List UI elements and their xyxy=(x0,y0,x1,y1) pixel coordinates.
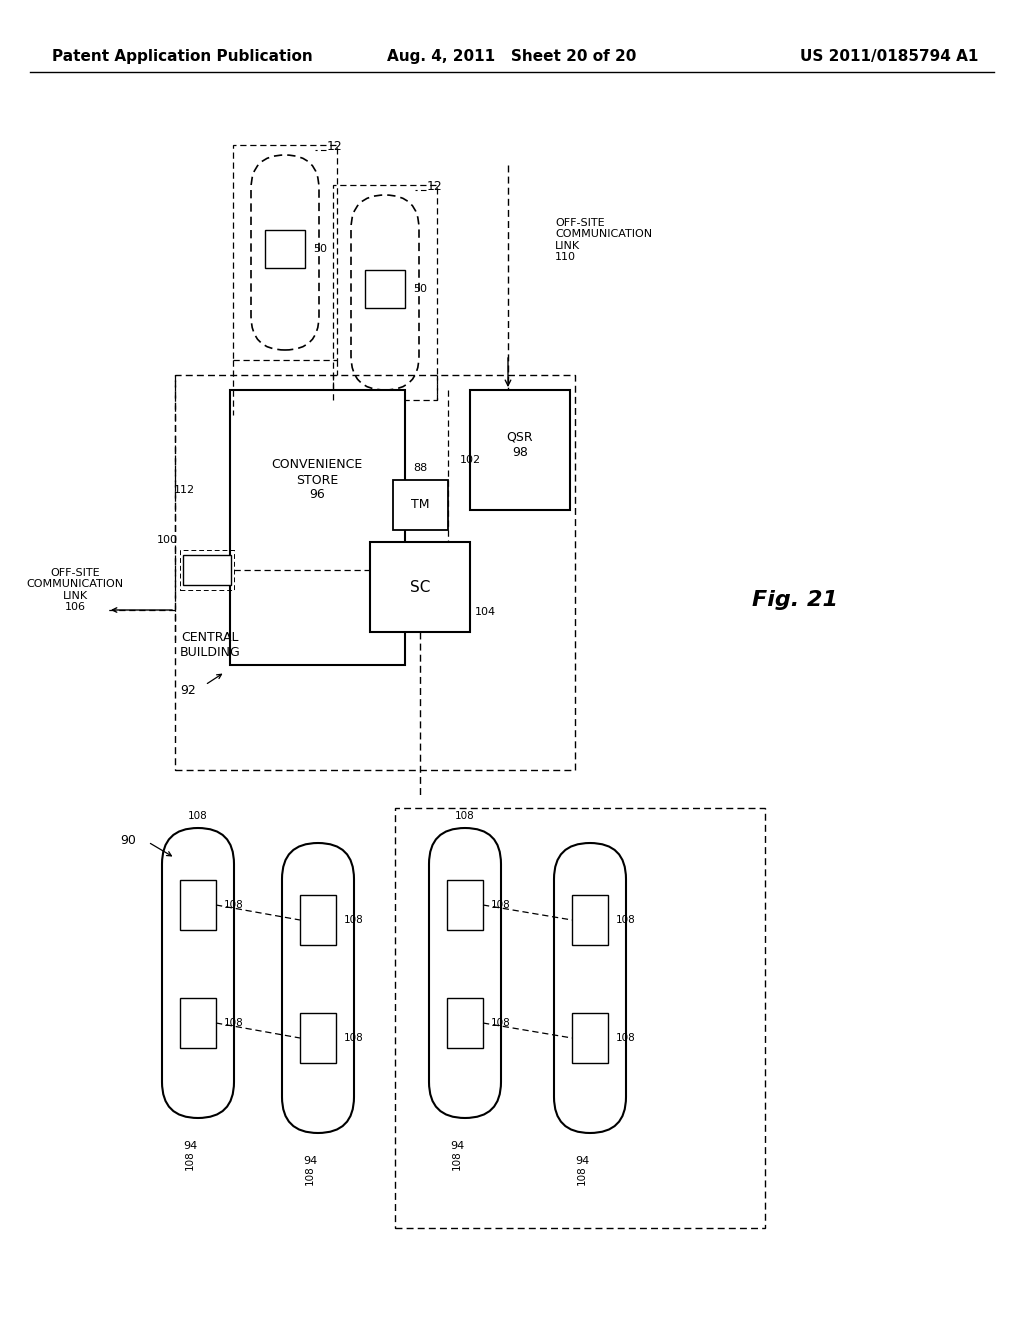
Text: CENTRAL
BUILDING: CENTRAL BUILDING xyxy=(179,631,241,659)
Bar xyxy=(572,1012,608,1063)
Text: Fig. 21: Fig. 21 xyxy=(752,590,838,610)
Text: 108: 108 xyxy=(224,1018,244,1028)
Text: OFF-SITE
COMMUNICATION
LINK
106: OFF-SITE COMMUNICATION LINK 106 xyxy=(27,568,124,612)
Bar xyxy=(395,808,765,1228)
Bar xyxy=(180,550,234,590)
Text: QSR
98: QSR 98 xyxy=(507,432,534,459)
Text: SC: SC xyxy=(410,579,430,594)
Bar xyxy=(230,389,406,665)
Text: 90: 90 xyxy=(120,833,136,846)
Text: 94: 94 xyxy=(574,1156,589,1166)
Text: Aug. 4, 2011   Sheet 20 of 20: Aug. 4, 2011 Sheet 20 of 20 xyxy=(387,49,637,65)
Bar xyxy=(233,145,337,360)
Text: 108: 108 xyxy=(616,1034,636,1043)
Bar xyxy=(300,895,336,945)
Text: 108: 108 xyxy=(344,915,364,925)
Text: 108: 108 xyxy=(455,810,475,821)
FancyBboxPatch shape xyxy=(251,154,319,350)
Bar xyxy=(370,543,470,632)
Text: 94: 94 xyxy=(183,1140,198,1151)
Text: 108: 108 xyxy=(185,1150,195,1170)
Bar xyxy=(470,389,570,510)
Bar xyxy=(447,998,483,1048)
Text: 112: 112 xyxy=(174,484,195,495)
Text: Patent Application Publication: Patent Application Publication xyxy=(52,49,312,65)
Text: 88: 88 xyxy=(413,463,427,473)
Bar xyxy=(175,375,575,770)
Text: 104: 104 xyxy=(475,607,496,616)
Bar xyxy=(393,480,449,531)
Text: 108: 108 xyxy=(344,1034,364,1043)
Text: 108: 108 xyxy=(490,1018,511,1028)
FancyBboxPatch shape xyxy=(554,843,626,1133)
Bar xyxy=(572,895,608,945)
Text: CONVENIENCE
STORE
96: CONVENIENCE STORE 96 xyxy=(271,458,362,502)
Bar xyxy=(180,880,216,931)
Bar xyxy=(180,998,216,1048)
Bar xyxy=(333,185,437,400)
Text: 94: 94 xyxy=(450,1140,464,1151)
Text: 108: 108 xyxy=(577,1166,587,1185)
Text: 92: 92 xyxy=(180,684,196,697)
FancyBboxPatch shape xyxy=(162,828,234,1118)
Text: 108: 108 xyxy=(224,900,244,909)
Text: 108: 108 xyxy=(616,915,636,925)
Bar xyxy=(447,880,483,931)
Text: 12: 12 xyxy=(327,140,343,153)
Text: 50: 50 xyxy=(313,244,327,253)
Text: 108: 108 xyxy=(188,810,208,821)
Text: 108: 108 xyxy=(490,900,511,909)
Text: 108: 108 xyxy=(305,1166,315,1185)
Bar xyxy=(300,1012,336,1063)
Text: 50: 50 xyxy=(413,284,427,294)
FancyBboxPatch shape xyxy=(351,195,419,389)
Text: 102: 102 xyxy=(460,455,481,465)
Text: TM: TM xyxy=(411,499,429,511)
FancyBboxPatch shape xyxy=(282,843,354,1133)
FancyBboxPatch shape xyxy=(429,828,501,1118)
Bar xyxy=(365,271,406,308)
Bar xyxy=(265,230,305,268)
Text: 100: 100 xyxy=(157,535,178,545)
Bar xyxy=(183,554,231,585)
Text: 12: 12 xyxy=(427,181,442,194)
Text: 108: 108 xyxy=(452,1150,462,1170)
Text: US 2011/0185794 A1: US 2011/0185794 A1 xyxy=(800,49,978,65)
Text: 94: 94 xyxy=(303,1156,317,1166)
Text: OFF-SITE
COMMUNICATION
LINK
110: OFF-SITE COMMUNICATION LINK 110 xyxy=(555,218,652,263)
